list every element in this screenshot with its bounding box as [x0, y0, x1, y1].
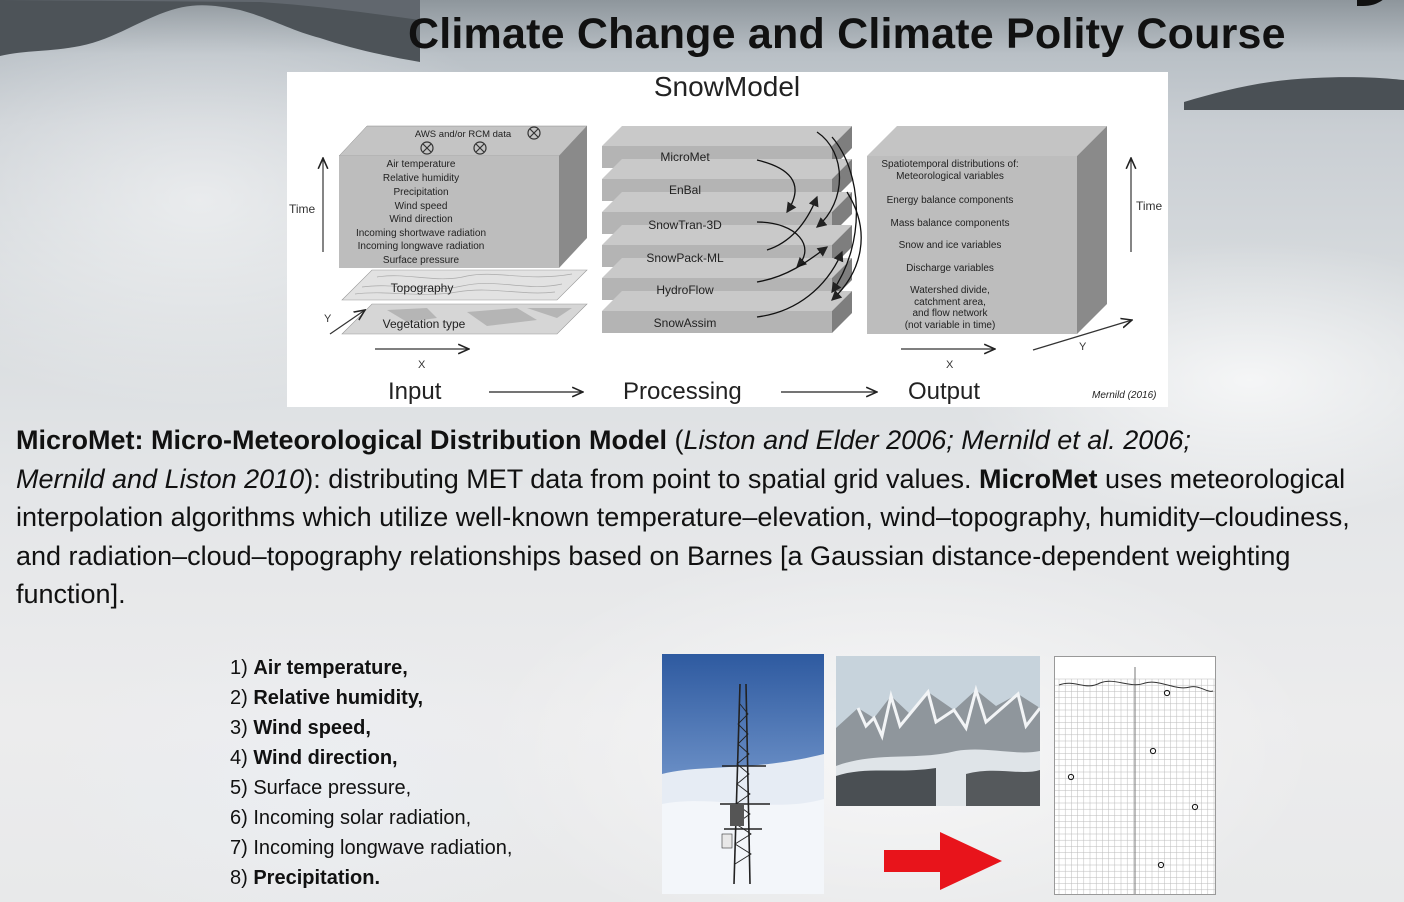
list-number: 2): [230, 687, 254, 709]
output-line: Spatiotemporal distributions of:: [881, 159, 1018, 170]
variable-label: Incoming longwave radiation,: [253, 837, 513, 859]
output-line: Mass balance components: [891, 218, 1010, 229]
module-label: MicroMet: [660, 150, 710, 164]
red-arrow-icon: [884, 832, 1002, 890]
micromet-name: MicroMet: [979, 463, 1098, 494]
weather-station-photo: [662, 654, 824, 894]
output-y-arrow: [1032, 320, 1132, 351]
list-item: 2) Relative humidity,: [230, 683, 512, 713]
grid-map: [1054, 656, 1216, 895]
background-mountains-right: [1184, 77, 1404, 110]
output-line: and flow network: [912, 308, 988, 319]
coupling-arrows: [756, 131, 862, 318]
description-paragraph: MicroMet: Micro-Meteorological Distribut…: [16, 421, 1396, 614]
output-line: Discharge variables: [906, 263, 994, 274]
input-variable: Incoming longwave radiation: [358, 241, 485, 252]
output-line: catchment area,: [914, 297, 986, 308]
output-line: Meteorological variables: [896, 171, 1004, 182]
stage-input-label: Input: [388, 378, 442, 405]
citation: Mernild and Liston 2010: [16, 463, 305, 494]
input-variable: Wind direction: [389, 214, 452, 225]
station-marker-icon: [1163, 689, 1171, 697]
module-label: SnowAssim: [654, 316, 717, 330]
input-variable: Incoming shortwave radiation: [356, 228, 486, 239]
output-block: Spatiotemporal distributions of: Meteoro…: [867, 126, 1163, 371]
module-slab: [602, 291, 852, 333]
description-text: ): distributing MET data from point to s…: [304, 463, 980, 494]
input-variable: Air temperature: [387, 159, 456, 170]
output-y-label: Y: [1079, 341, 1087, 353]
input-block: AWS and/or RCM data Air temperature Rela…: [289, 125, 588, 371]
y-axis-label: Y: [324, 313, 332, 325]
station-marker-icon: [1191, 803, 1199, 811]
module-label: SnowTran-3D: [648, 218, 722, 232]
module-label: SnowPack-ML: [646, 251, 724, 265]
title-decoration: [1357, 0, 1383, 6]
output-time-label: Time: [1136, 199, 1163, 213]
input-variable: Precipitation: [393, 187, 448, 198]
list-item: 7) Incoming longwave radiation,: [230, 833, 512, 863]
variable-label: Surface pressure,: [253, 777, 412, 799]
list-number: 1): [230, 657, 254, 679]
snowmodel-diagram: SnowModel AWS and/or RCM data Air temper…: [289, 72, 1163, 405]
background-mountains: [0, 0, 420, 62]
list-number: 5): [230, 777, 254, 799]
citation: Liston and Elder 2006; Mernild et al. 20…: [683, 425, 1191, 455]
variable-list: 1) Air temperature, 2) Relative humidity…: [230, 653, 512, 893]
output-x-label: X: [946, 359, 954, 371]
paren: (: [667, 425, 684, 455]
description-text: uses meteorological interpolation algori…: [16, 463, 1350, 610]
station-marker-icon: [1157, 861, 1165, 869]
variable-label: Incoming solar radiation,: [253, 807, 472, 829]
input-variable: Wind speed: [395, 201, 448, 212]
station-marker-icon: [1149, 747, 1157, 755]
snowmodel-figure: SnowModel AWS and/or RCM data Air temper…: [287, 72, 1168, 407]
variable-label: Air temperature,: [253, 657, 408, 679]
spatial-grid: [1055, 667, 1215, 894]
input-variable: Surface pressure: [383, 255, 460, 266]
variable-label: Wind direction,: [253, 747, 398, 769]
mountain-landscape-photo: [836, 656, 1040, 806]
list-number: 3): [230, 717, 254, 739]
variable-label: Relative humidity,: [253, 687, 424, 709]
variable-label: Wind speed,: [253, 717, 371, 739]
list-item: 1) Air temperature,: [230, 653, 512, 683]
station-marker-icon: [1067, 773, 1075, 781]
list-number: 6): [230, 807, 254, 829]
list-number: 7): [230, 837, 254, 859]
module-label: EnBal: [669, 183, 701, 197]
output-line: Energy balance components: [887, 195, 1014, 206]
stage-processing-label: Processing: [623, 378, 742, 405]
slide-title: Climate Change and Climate Polity Course: [408, 10, 1286, 58]
module-label: HydroFlow: [656, 283, 714, 297]
output-line: Snow and ice variables: [899, 240, 1002, 251]
y-axis-arrow: [329, 310, 365, 335]
figure-title: SnowModel: [654, 72, 800, 102]
time-axis-label: Time: [289, 202, 316, 216]
list-number: 4): [230, 747, 254, 769]
list-item: 3) Wind speed,: [230, 713, 512, 743]
variable-label: Precipitation.: [253, 867, 381, 889]
topography-label: Topography: [391, 281, 454, 295]
processing-stack: MicroMet EnBal SnowTran-3D SnowPack-ML H…: [602, 126, 862, 333]
model-name: MicroMet: Micro-Meteorological Distribut…: [16, 425, 668, 455]
station-symbol-icon: [420, 126, 541, 155]
figure-credit: Mernild (2016): [1092, 390, 1156, 401]
list-item: 6) Incoming solar radiation,: [230, 803, 512, 833]
list-number: 8): [230, 867, 254, 889]
list-item: 8) Precipitation.: [230, 863, 512, 893]
stage-output-label: Output: [908, 378, 980, 405]
output-line: Watershed divide,: [910, 285, 990, 296]
list-item: 4) Wind direction,: [230, 743, 512, 773]
vegetation-label: Vegetation type: [383, 317, 466, 331]
list-item: 5) Surface pressure,: [230, 773, 512, 803]
aws-label: AWS and/or RCM data: [415, 129, 512, 140]
input-variable: Relative humidity: [383, 173, 459, 184]
x-axis-label: X: [418, 359, 426, 371]
output-line: (not variable in time): [905, 320, 996, 331]
